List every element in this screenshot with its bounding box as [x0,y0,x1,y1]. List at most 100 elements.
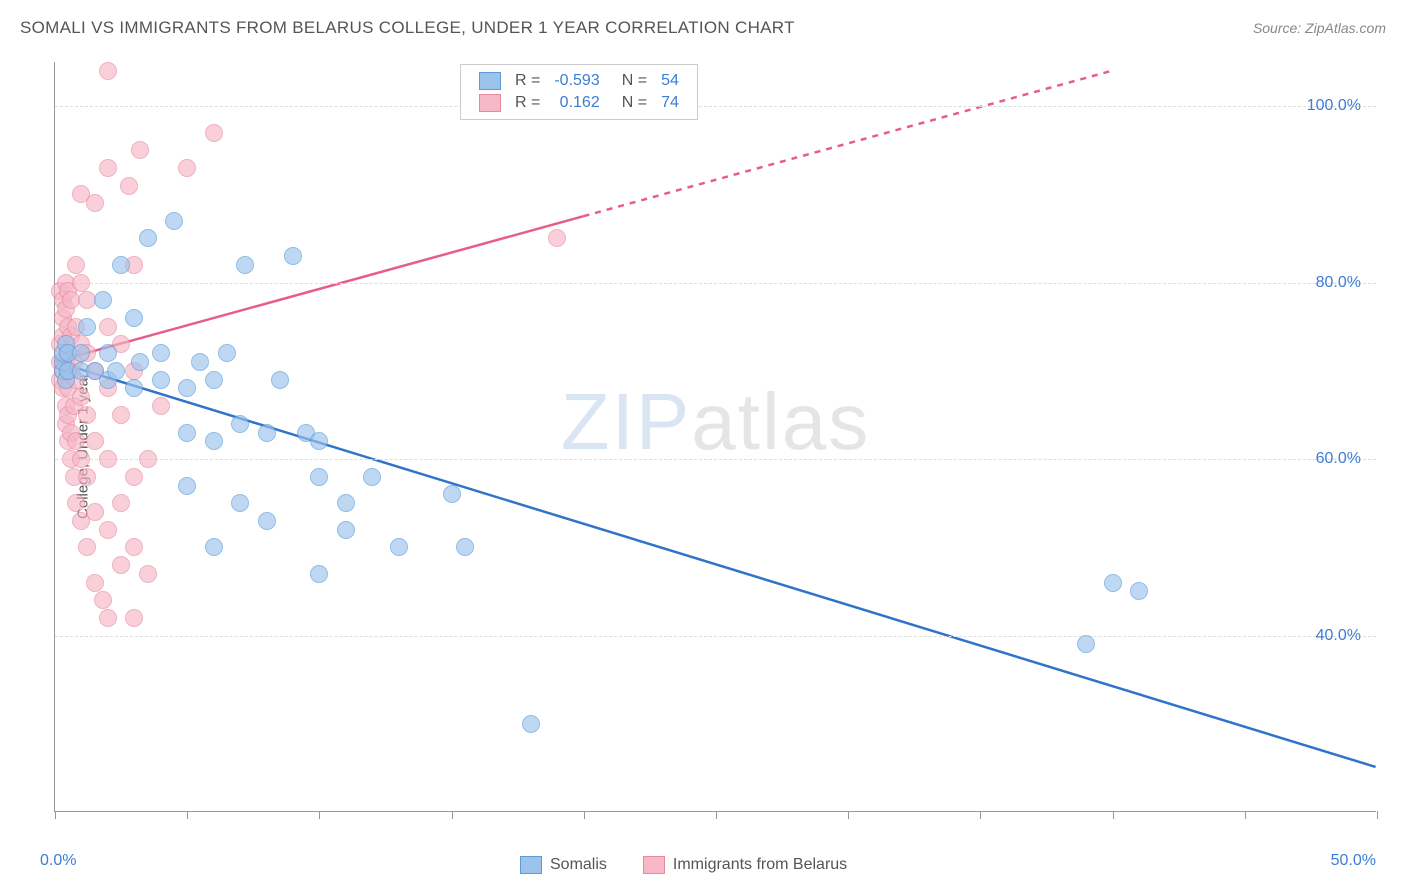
x-axis-min-label: 0.0% [40,852,76,870]
gridline [55,283,1376,284]
scatter-point-pink [94,591,112,609]
scatter-point-blue [99,344,117,362]
scatter-point-blue [152,344,170,362]
scatter-point-pink [178,159,196,177]
scatter-point-blue [284,247,302,265]
legend-swatch [643,856,665,874]
scatter-point-pink [205,124,223,142]
n-value: 74 [655,93,685,113]
scatter-point-blue [522,715,540,733]
x-tick [716,811,717,819]
plot-area: ZIPatlas 40.0%60.0%80.0%100.0% [54,62,1376,812]
scatter-point-pink [99,609,117,627]
scatter-point-blue [1130,582,1148,600]
scatter-point-blue [112,256,130,274]
scatter-point-pink [99,521,117,539]
scatter-point-blue [231,415,249,433]
scatter-point-blue [131,353,149,371]
scatter-point-blue [205,432,223,450]
legend-swatch [479,94,501,112]
x-tick [319,811,320,819]
scatter-point-pink [125,538,143,556]
scatter-point-blue [1104,574,1122,592]
scatter-point-blue [205,538,223,556]
scatter-point-blue [178,379,196,397]
scatter-point-pink [78,406,96,424]
x-tick [1377,811,1378,819]
scatter-point-blue [152,371,170,389]
legend-swatch [479,72,501,90]
scatter-point-pink [139,565,157,583]
scatter-point-pink [120,177,138,195]
x-tick [452,811,453,819]
gridline [55,459,1376,460]
scatter-point-blue [218,344,236,362]
scatter-point-pink [112,406,130,424]
y-tick-label: 100.0% [1307,97,1361,115]
scatter-point-pink [99,62,117,80]
n-value: 54 [655,71,685,91]
scatter-point-pink [99,450,117,468]
scatter-point-blue [125,309,143,327]
scatter-point-pink [78,538,96,556]
scatter-point-blue [271,371,289,389]
scatter-point-blue [236,256,254,274]
scatter-point-blue [443,485,461,503]
scatter-point-pink [86,432,104,450]
scatter-point-pink [139,450,157,468]
x-tick [848,811,849,819]
scatter-point-blue [390,538,408,556]
r-label: R = [509,71,546,91]
x-tick [187,811,188,819]
gridline [55,106,1376,107]
scatter-point-pink [78,468,96,486]
trend-line [55,216,583,361]
r-value: -0.593 [548,71,605,91]
r-value: 0.162 [548,93,605,113]
x-tick [1113,811,1114,819]
scatter-point-blue [125,379,143,397]
scatter-point-blue [363,468,381,486]
legend-label: Somalis [550,856,607,874]
legend-label: Immigrants from Belarus [673,856,847,874]
scatter-point-blue [310,432,328,450]
scatter-point-blue [337,494,355,512]
scatter-point-blue [258,424,276,442]
legend-item: Somalis [520,856,607,874]
scatter-point-blue [94,291,112,309]
n-label: N = [608,93,653,113]
watermark-part1: ZIP [561,377,691,466]
scatter-point-blue [72,344,90,362]
scatter-point-pink [99,318,117,336]
r-label: R = [509,93,546,113]
watermark-part2: atlas [691,377,870,466]
scatter-point-pink [86,194,104,212]
scatter-point-blue [107,362,125,380]
scatter-point-pink [67,256,85,274]
y-tick-label: 80.0% [1316,274,1361,292]
y-tick-label: 60.0% [1316,450,1361,468]
scatter-point-pink [86,503,104,521]
n-label: N = [608,71,653,91]
scatter-point-blue [310,565,328,583]
scatter-point-pink [125,468,143,486]
trend-lines-layer [55,62,1376,811]
scatter-point-blue [1077,635,1095,653]
legend-series: Somalis Immigrants from Belarus [520,856,847,874]
x-tick [980,811,981,819]
legend-stat-row: R =-0.593N =54 [473,71,685,91]
scatter-point-blue [456,538,474,556]
scatter-point-pink [67,494,85,512]
scatter-point-pink [548,229,566,247]
scatter-point-blue [139,229,157,247]
source-attribution: Source: ZipAtlas.com [1253,20,1386,36]
scatter-point-blue [165,212,183,230]
legend-swatch [520,856,542,874]
scatter-point-blue [178,424,196,442]
scatter-point-pink [125,609,143,627]
scatter-point-pink [152,397,170,415]
scatter-point-pink [72,450,90,468]
scatter-point-pink [86,574,104,592]
trend-line [55,362,1375,767]
x-tick [584,811,585,819]
